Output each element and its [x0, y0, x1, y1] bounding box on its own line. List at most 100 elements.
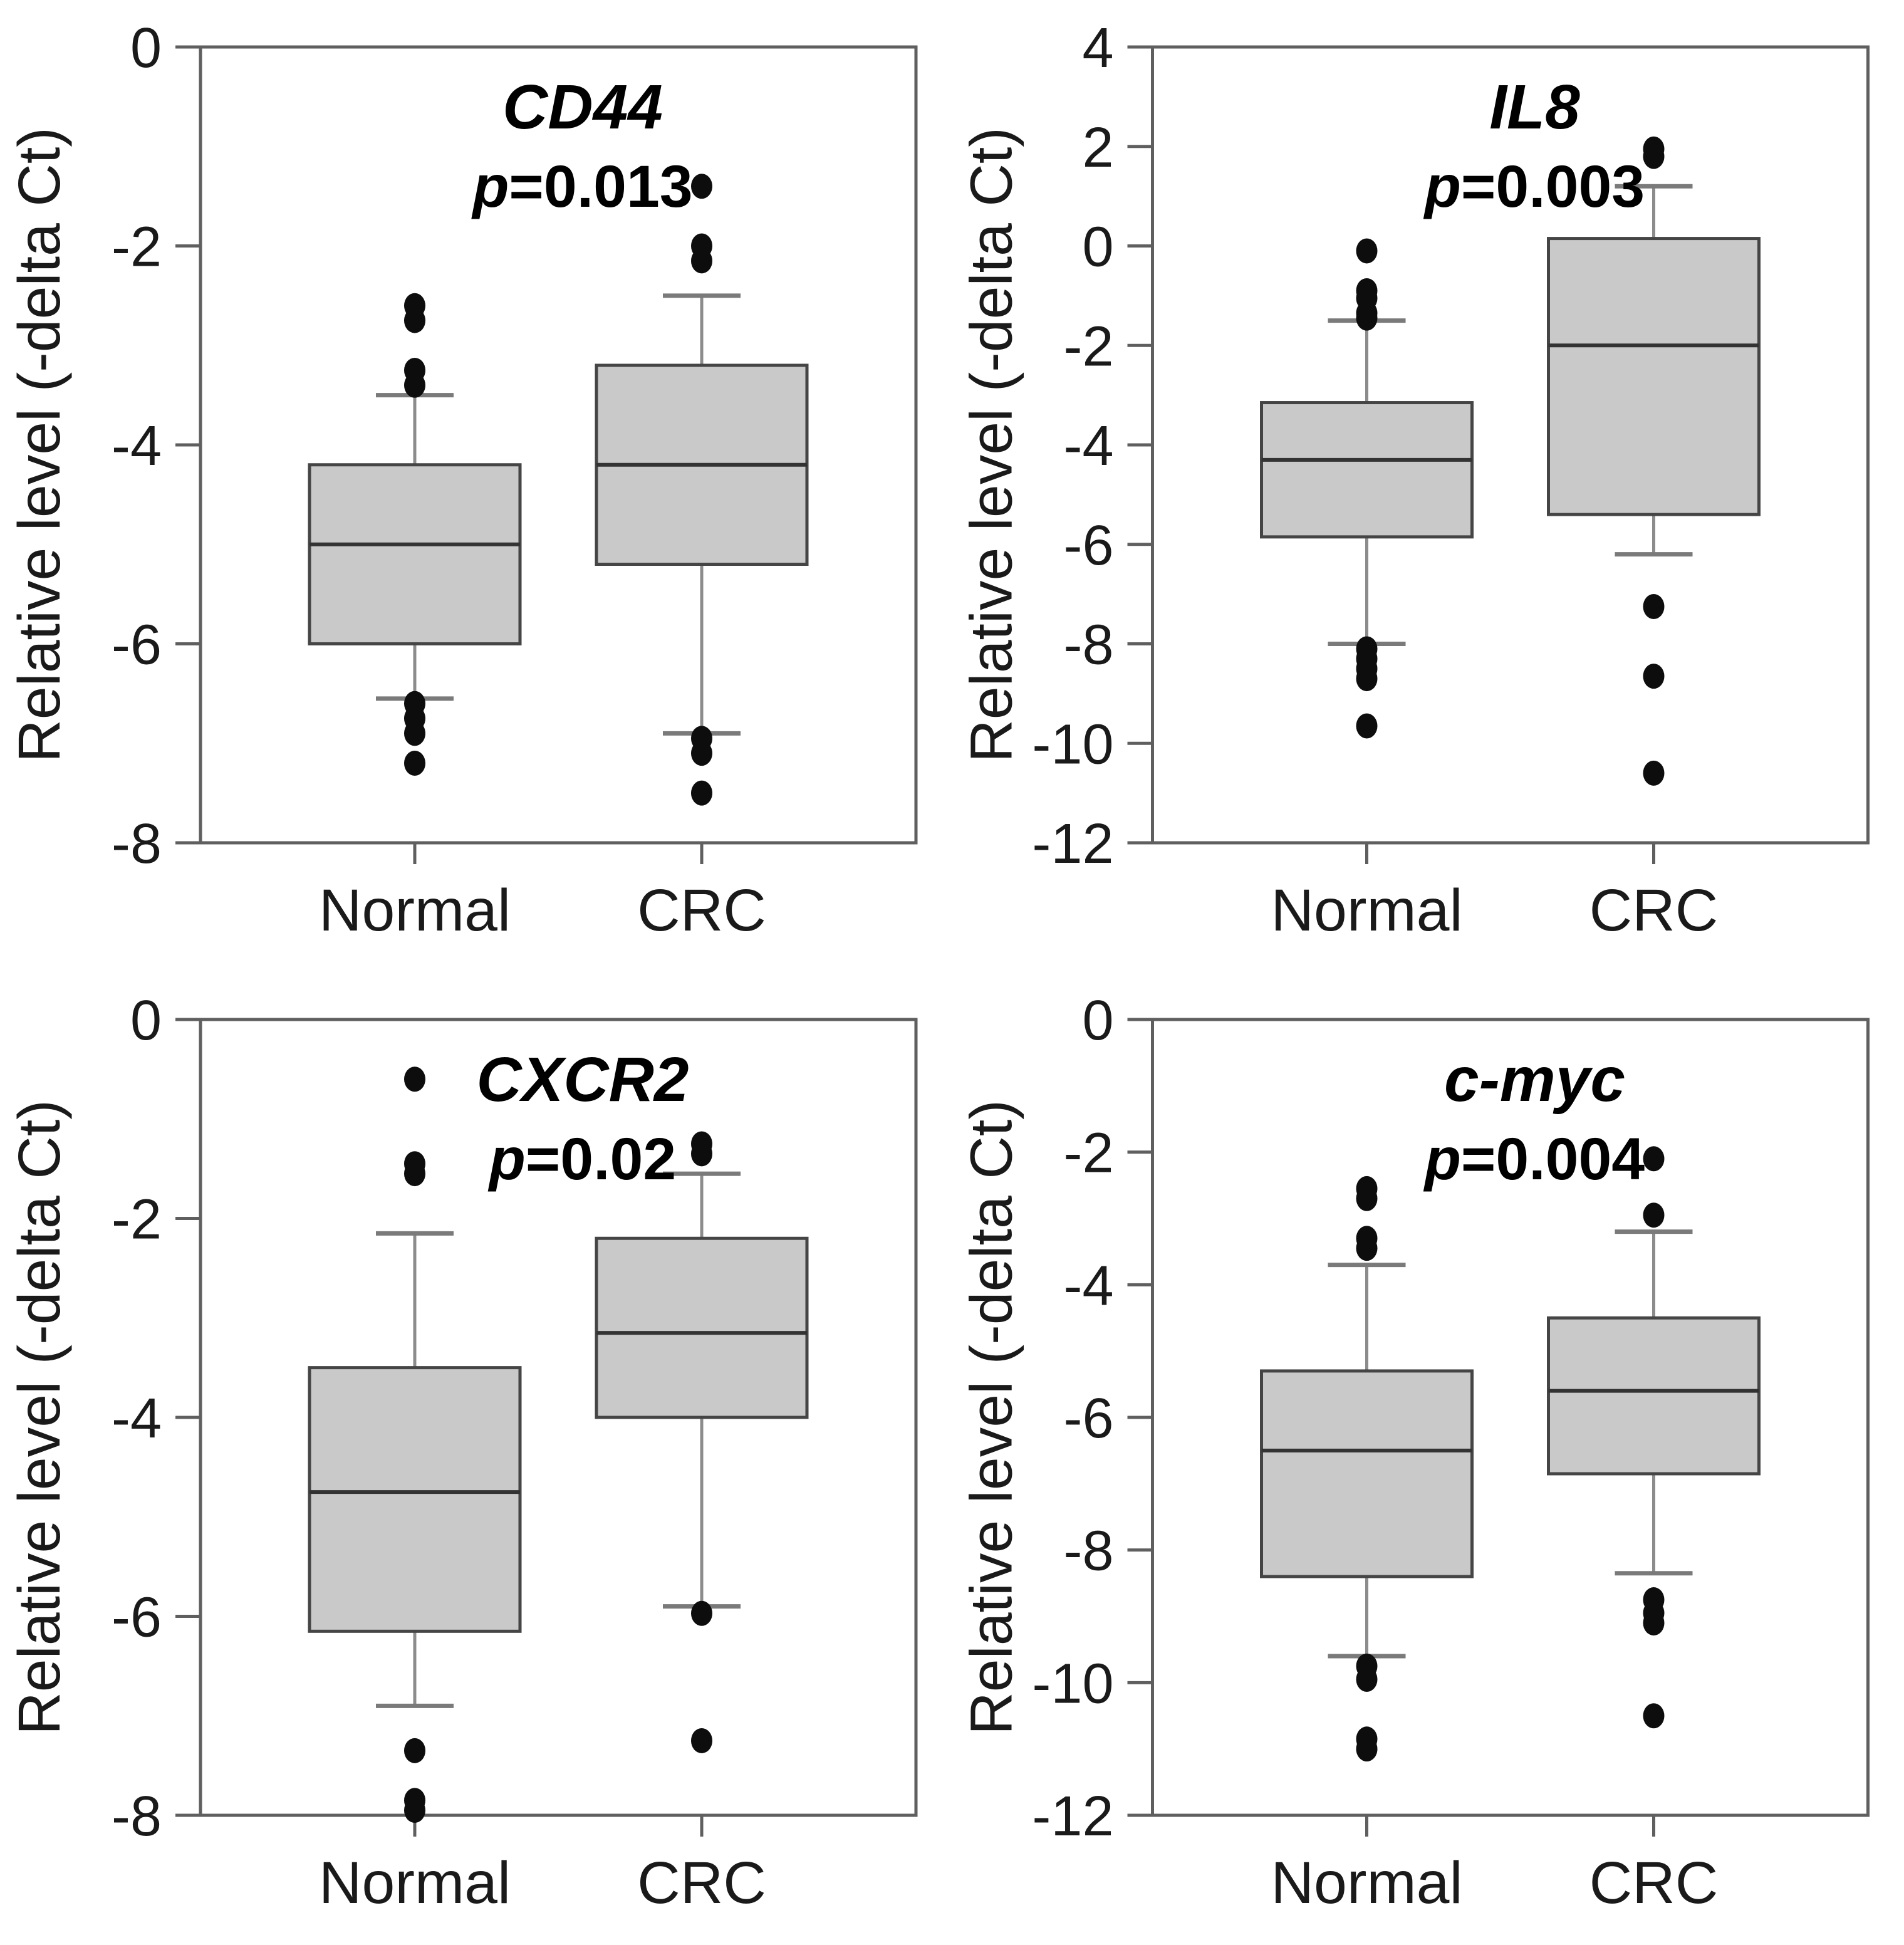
outlier-dot	[404, 372, 425, 398]
outlier-dot	[1643, 1202, 1665, 1228]
outlier-dot	[691, 1728, 712, 1753]
iqr-box	[308, 463, 522, 645]
y-axis-label: Relative level (-delta Ct)	[6, 127, 73, 763]
outlier-dot	[691, 1600, 712, 1626]
panel-gene-title: CXCR2	[477, 1045, 689, 1115]
outlier-dot	[691, 741, 712, 766]
outlier-dot	[404, 1798, 425, 1823]
box-group-Normal	[1260, 1176, 1474, 1762]
p-value-text: =0.003	[1461, 154, 1645, 220]
panel-cell-top-left: 0 -2 -4 -6 -8 Relative level (-delta Ct) Norma…	[0, 0, 952, 972]
y-tick-label: -4	[112, 415, 162, 477]
y-tick-label: -8	[112, 1785, 162, 1848]
boxplot-panel-CD44: 0 -2 -4 -6 -8 Relative level (-delta Ct) Norma…	[0, 0, 952, 972]
panel-p-value: p=0.003	[1423, 154, 1645, 220]
y-tick-label: -6	[1063, 1387, 1113, 1450]
y-tick-label: -6	[1063, 514, 1113, 577]
outlier-dot	[691, 248, 712, 274]
y-tick-label: 0	[130, 989, 162, 1052]
outlier-dot	[1356, 1186, 1378, 1211]
iqr-box	[595, 1236, 809, 1419]
p-italic-prefix: p	[1423, 1126, 1461, 1192]
panel-gene-title: CD44	[502, 72, 663, 142]
panel-cell-top-right: 4 2 0 -2 -4 -6 -8 -10 -12 Relative level (-delta …	[952, 0, 1904, 972]
panel-gene-title: c-myc	[1444, 1045, 1625, 1115]
y-tick-label: -2	[112, 216, 162, 279]
box-group-CRC	[1547, 1146, 1761, 1729]
outlier-dot	[404, 1738, 425, 1763]
box-group-Normal	[308, 1066, 522, 1823]
y-tick-label: -12	[1032, 1785, 1113, 1848]
box-group-CRC	[1547, 136, 1761, 786]
outlier-dot	[1356, 713, 1378, 739]
outlier-dot	[1643, 1703, 1665, 1729]
y-tick-label: 0	[130, 17, 162, 80]
y-tick-label: 4	[1082, 17, 1113, 80]
panel-p-value: p=0.013	[471, 154, 692, 220]
box-group-Normal	[1260, 238, 1474, 739]
outlier-dot	[1643, 1146, 1665, 1172]
y-tick-label: -8	[112, 813, 162, 875]
p-value-text: =0.02	[526, 1126, 676, 1192]
iqr-box	[308, 1366, 522, 1633]
y-tick-label: -2	[112, 1189, 162, 1251]
panel-cell-bottom-right: 0 -2 -4 -6 -8 -10 -12 Relative level (-delta Ct…	[952, 972, 1904, 1945]
outlier-dot	[404, 721, 425, 746]
y-tick-label: -10	[1032, 713, 1113, 776]
outlier-dot	[1643, 143, 1665, 169]
outlier-dot	[691, 174, 712, 199]
iqr-box	[1260, 401, 1474, 539]
x-category-label: Normal	[1271, 877, 1462, 944]
y-tick-label: 0	[1082, 216, 1113, 279]
y-tick-label: -4	[1063, 415, 1113, 477]
panel-p-value: p=0.02	[487, 1126, 676, 1192]
outlier-dot	[1356, 666, 1378, 692]
panel-cell-bottom-left: 0 -2 -4 -6 -8 Relative level (-delta Ct) Norma…	[0, 972, 952, 1945]
boxplot-panel-CXCR2: 0 -2 -4 -6 -8 Relative level (-delta Ct) Norma…	[0, 972, 952, 1945]
y-tick-label: -2	[1063, 315, 1113, 378]
box-group-CRC	[595, 174, 809, 806]
box-group-CRC	[595, 1131, 809, 1753]
outlier-dot	[1356, 1667, 1378, 1692]
x-category-label: CRC	[637, 1850, 766, 1916]
outlier-dot	[1643, 593, 1665, 619]
y-tick-label: -8	[1063, 614, 1113, 677]
x-category-label: CRC	[1589, 1850, 1719, 1916]
x-category-label: Normal	[1271, 1850, 1462, 1916]
p-value-text: =0.004	[1461, 1126, 1645, 1192]
outlier-dot	[1643, 760, 1665, 786]
outlier-dot	[404, 308, 425, 333]
y-tick-label: -4	[112, 1387, 162, 1450]
outlier-dot	[404, 1161, 425, 1187]
outlier-dot	[1356, 305, 1378, 331]
outlier-dot	[1643, 664, 1665, 689]
y-tick-label: -2	[1063, 1122, 1113, 1185]
box-group-Normal	[308, 293, 522, 776]
panel-p-value: p=0.004	[1423, 1126, 1645, 1192]
outlier-dot	[1356, 238, 1378, 264]
iqr-box	[1260, 1369, 1474, 1578]
outlier-dot	[1356, 1736, 1378, 1762]
p-value-text: =0.013	[509, 154, 692, 220]
outlier-dot	[404, 751, 425, 776]
outlier-dot	[1643, 1610, 1665, 1636]
x-category-label: Normal	[319, 877, 511, 944]
y-tick-label: -8	[1063, 1520, 1113, 1583]
y-tick-label: -6	[112, 1587, 162, 1649]
y-tick-label: -6	[112, 614, 162, 677]
outlier-dot	[1356, 1236, 1378, 1261]
panel-gene-title: IL8	[1489, 72, 1580, 142]
y-axis-label: Relative level (-delta Ct)	[6, 1100, 73, 1735]
iqr-box	[1547, 237, 1761, 516]
p-italic-prefix: p	[1423, 154, 1461, 220]
x-category-label: CRC	[1589, 877, 1719, 944]
p-italic-prefix: p	[487, 1126, 526, 1192]
iqr-box	[1547, 1316, 1761, 1476]
y-tick-label: -10	[1032, 1652, 1113, 1715]
y-axis-label: Relative level (-delta Ct)	[959, 127, 1025, 763]
x-category-label: Normal	[319, 1850, 511, 1916]
outlier-dot	[404, 1066, 425, 1092]
